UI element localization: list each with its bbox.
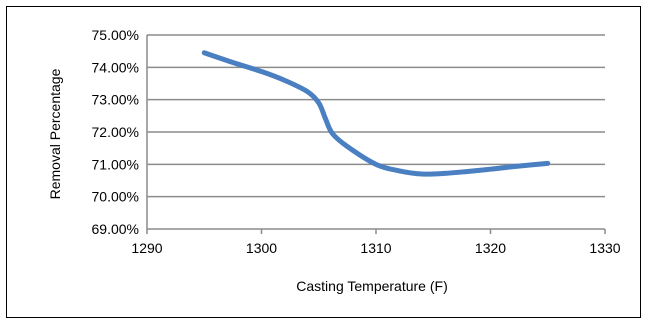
chart-frame <box>6 6 641 318</box>
x-tick-label: 1320 <box>475 240 506 256</box>
y-tick-label: 72.00% <box>92 124 139 140</box>
x-tick-label: 1290 <box>131 240 162 256</box>
y-axis-ticks: 69.00% 70.00% 71.00% 72.00% 73.00% 74.00% 75.0… <box>92 27 139 237</box>
y-tick-label: 73.00% <box>92 92 139 108</box>
x-tick-label: 1330 <box>589 240 620 256</box>
y-tick-label: 74.00% <box>92 59 139 75</box>
gridlines <box>146 34 605 230</box>
y-tick-label: 70.00% <box>92 189 139 205</box>
series-layer <box>201 50 551 177</box>
x-axis-title: Casting Temperature (F) <box>296 278 447 294</box>
y-tick-label: 69.00% <box>92 221 139 237</box>
y-axis-title: Removal Percentage <box>47 68 63 199</box>
x-tick-label: 1310 <box>360 240 391 256</box>
y-tick-label: 71.00% <box>92 156 139 172</box>
y-tick-label: 75.00% <box>92 27 139 43</box>
x-tick-label: 1300 <box>246 240 277 256</box>
x-axis-ticks: 1290 1300 1310 1320 1330 <box>131 229 621 256</box>
series-line <box>201 50 551 177</box>
